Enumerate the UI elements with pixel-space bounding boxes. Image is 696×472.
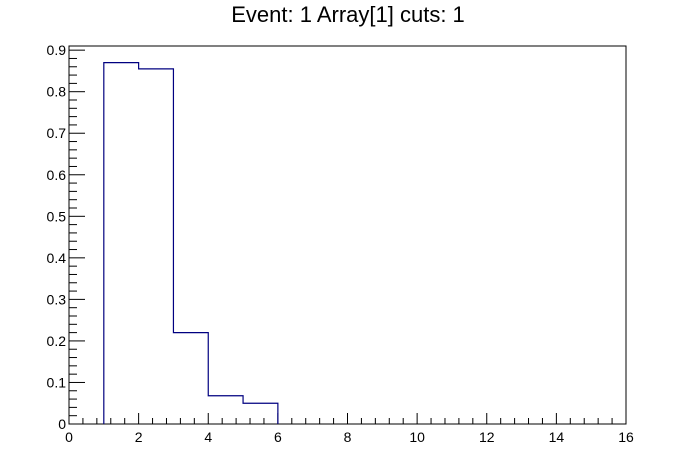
y-tick-label: 0: [58, 416, 66, 432]
x-tick-label: 14: [549, 429, 565, 445]
y-tick-label: 0.4: [47, 250, 67, 266]
histogram-outline: [103, 62, 279, 424]
y-tick-label: 0.1: [47, 374, 67, 390]
plot-frame: [68, 45, 627, 425]
y-tick-label: 0.6: [47, 167, 67, 183]
y-tick-label: 0.9: [47, 42, 67, 58]
axis-ticks: [68, 49, 627, 425]
x-tick-label: 0: [65, 429, 73, 445]
y-tick-label: 0.3: [47, 291, 67, 307]
x-tick-label: 2: [135, 429, 143, 445]
y-tick-label: 0.7: [47, 125, 67, 141]
chart-title: Event: 1 Array[1] cuts: 1: [231, 2, 465, 27]
x-tick-label: 8: [344, 429, 352, 445]
x-tick-label: 16: [618, 429, 634, 445]
axis-tick-labels: 0 2 4 6 8 10 12 14 16 0 0.1 0.2 0.3 0.4 0.5 0.6 0.7 0.8 0.…: [47, 42, 634, 445]
x-tick-label: 12: [479, 429, 495, 445]
y-tick-label: 0.8: [47, 84, 67, 100]
x-tick-label: 10: [409, 429, 425, 445]
x-tick-label: 4: [204, 429, 212, 445]
x-tick-label: 6: [274, 429, 282, 445]
y-tick-label: 0.2: [47, 333, 67, 349]
y-tick-label: 0.5: [47, 208, 67, 224]
